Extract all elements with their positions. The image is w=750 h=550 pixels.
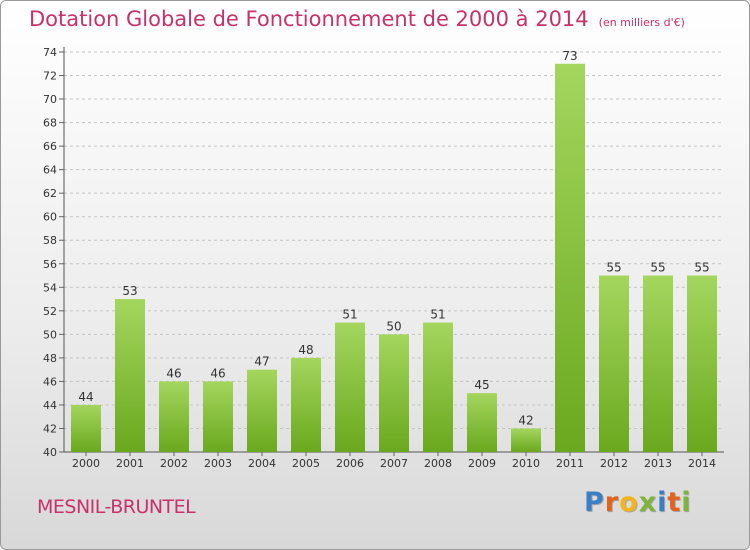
data-label: 51 <box>342 308 357 322</box>
city-name: MESNIL-BRUNTEL <box>37 496 196 518</box>
y-tick-label: 70 <box>43 93 57 106</box>
data-label: 55 <box>694 261 709 275</box>
data-label: 47 <box>254 355 269 369</box>
x-tick-label: 2007 <box>380 457 408 470</box>
x-tick-label: 2014 <box>688 457 716 470</box>
bar <box>555 63 585 452</box>
y-tick-label: 62 <box>43 187 57 200</box>
data-label: 51 <box>430 308 445 322</box>
data-label: 73 <box>562 49 577 63</box>
data-label: 45 <box>474 378 489 392</box>
bar <box>511 428 541 452</box>
x-tick-label: 2000 <box>72 457 100 470</box>
x-tick-label: 2013 <box>644 457 672 470</box>
data-label: 48 <box>298 343 313 357</box>
bar <box>159 381 189 452</box>
bar <box>599 275 629 452</box>
data-label: 53 <box>122 284 137 298</box>
data-label: 55 <box>606 261 621 275</box>
bar <box>687 275 717 452</box>
bar <box>115 299 145 452</box>
y-tick-label: 46 <box>43 375 57 388</box>
bar <box>379 334 409 452</box>
bar <box>291 357 321 452</box>
bar <box>335 322 365 452</box>
data-label: 46 <box>210 366 225 380</box>
y-tick-label: 72 <box>43 70 57 83</box>
x-tick-label: 2001 <box>116 457 144 470</box>
y-tick-label: 56 <box>43 258 57 271</box>
y-tick-label: 68 <box>43 117 57 130</box>
y-tick-label: 52 <box>43 305 57 318</box>
x-tick-label: 2002 <box>160 457 188 470</box>
bar <box>247 369 277 452</box>
y-tick-label: 42 <box>43 422 57 435</box>
data-label: 50 <box>386 319 401 333</box>
brand-letter: x <box>638 487 658 518</box>
brand-letter: r <box>604 487 620 518</box>
y-tick-label: 40 <box>43 446 57 459</box>
data-label: 42 <box>518 413 533 427</box>
x-tick-label: 2008 <box>424 457 452 470</box>
y-tick-label: 66 <box>43 140 57 153</box>
bar <box>467 393 497 452</box>
bar <box>203 381 233 452</box>
data-label: 44 <box>78 390 93 404</box>
y-tick-label: 64 <box>43 164 57 177</box>
x-tick-label: 2005 <box>292 457 320 470</box>
chart-title-text: Dotation Globale de Fonctionnement de 20… <box>29 7 589 31</box>
data-label: 55 <box>650 261 665 275</box>
brand-letter: t <box>667 487 682 518</box>
x-tick-label: 2012 <box>600 457 628 470</box>
y-tick-label: 54 <box>43 281 57 294</box>
data-label: 46 <box>166 366 181 380</box>
x-tick-label: 2003 <box>204 457 232 470</box>
bar <box>643 275 673 452</box>
x-tick-label: 2010 <box>512 457 540 470</box>
y-tick-label: 58 <box>43 234 57 247</box>
y-tick-label: 74 <box>43 46 57 59</box>
x-tick-label: 2009 <box>468 457 496 470</box>
chart-title: Dotation Globale de Fonctionnement de 20… <box>29 7 685 31</box>
brand-letter: i <box>681 487 692 518</box>
bar <box>423 322 453 452</box>
x-tick-label: 2011 <box>556 457 584 470</box>
y-tick-label: 48 <box>43 352 57 365</box>
brand-letter: P <box>584 487 605 518</box>
y-tick-label: 50 <box>43 328 57 341</box>
bar <box>71 404 101 452</box>
y-tick-label: 60 <box>43 211 57 224</box>
brand-letter: i <box>657 487 668 518</box>
chart-unit: (en milliers d'€) <box>598 16 685 29</box>
x-tick-label: 2006 <box>336 457 364 470</box>
y-tick-label: 44 <box>43 399 57 412</box>
brand-logo: Proxiti <box>584 487 692 518</box>
x-tick-label: 2004 <box>248 457 276 470</box>
brand-letter: o <box>619 487 639 518</box>
